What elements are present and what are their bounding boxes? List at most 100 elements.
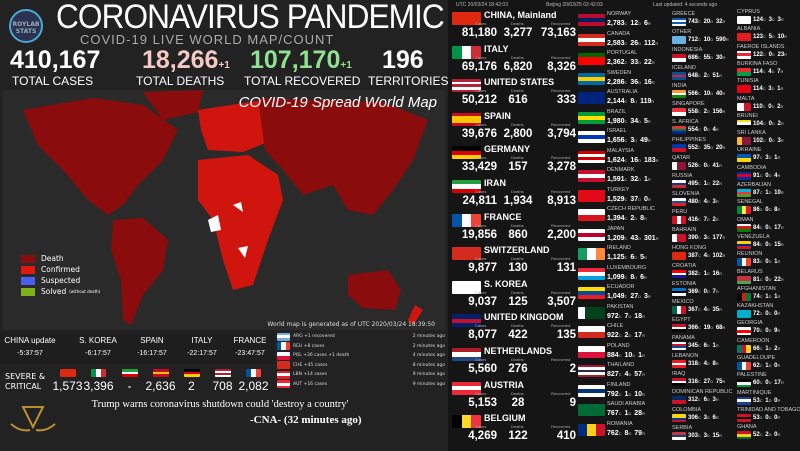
value-c: 369 <box>688 289 699 295</box>
col-label: Cases <box>475 88 487 94</box>
unit-r: R <box>777 155 781 161</box>
unit-d: D <box>768 207 772 213</box>
country-values: 53C 1D 0R <box>753 397 781 405</box>
unit-c: C <box>624 216 628 221</box>
unit-c: C <box>759 241 763 247</box>
country-values: 369C 0D 7R <box>688 288 720 296</box>
value-c: 114 <box>753 86 763 93</box>
country-name: MALAYSIA <box>607 147 635 154</box>
country-name: INDIA <box>672 83 687 89</box>
flag-icon <box>737 310 751 319</box>
country-values: 1,980C 34D 5R <box>607 118 652 126</box>
country-recovered: 73,163 <box>540 27 576 39</box>
flag-icon <box>737 16 751 24</box>
country-cases: 81,180 <box>461 27 497 39</box>
flag-icon <box>452 314 481 328</box>
country-card: CHINA, Mainland Cases Deaths Recovered 81,18… <box>451 10 576 43</box>
unit-r: R <box>780 190 784 195</box>
col-label: Recovered <box>551 88 571 94</box>
country-name: HONG KONG <box>672 245 707 251</box>
europe <box>198 100 273 152</box>
country-name: GREECE <box>672 11 696 17</box>
flag-icon <box>737 431 751 440</box>
unit-c: C <box>698 271 701 276</box>
value-r: 7 <box>777 68 781 75</box>
value-r: 1 <box>774 155 778 162</box>
value-c: 416 <box>688 217 699 223</box>
unit-r: R <box>642 313 645 319</box>
value-c: 2,362 <box>607 59 625 66</box>
country-recovered: 2,200 <box>547 228 576 241</box>
legend-label: Suspected <box>41 276 81 285</box>
unit-r: R <box>719 271 723 276</box>
value-c: 922 <box>607 332 619 339</box>
country-values: 648C 2D 51R <box>688 72 723 80</box>
value-d: 3 <box>768 86 772 93</box>
country-row: RUSSIA 495C 1D 22R <box>672 173 736 191</box>
flag-icon <box>737 50 751 59</box>
country-name: SERBIA <box>672 425 693 431</box>
value-c: 387 <box>688 253 699 259</box>
value-r: 177 <box>712 235 723 241</box>
value-r: 119 <box>640 98 652 105</box>
unit-c: C <box>759 328 763 334</box>
unit-d: D <box>634 138 638 143</box>
country-card: UNITED KINGDOM Cases Deaths Recovered 8,077 4… <box>451 312 576 345</box>
col-label: Deaths <box>511 88 524 94</box>
value-c: 104 <box>753 120 764 127</box>
country-values: 762C 8D 79R <box>607 430 646 438</box>
unit-r: R <box>715 343 719 348</box>
unit-c: C <box>624 79 628 85</box>
unit-c: C <box>624 235 628 241</box>
stat-label: TOTAL CASES <box>12 74 94 88</box>
left-panel: ROYLAB STATS CORONAVIRUS PANDEMIC COVID-1… <box>4 0 449 432</box>
flag-icon <box>578 306 605 319</box>
value-d: 4 <box>768 68 772 75</box>
unit-r: R <box>722 109 726 114</box>
unit-d: D <box>771 51 775 57</box>
country-row: DOMINICAN REPUBLIC 312C 6D 3R <box>672 389 736 407</box>
country-name: SRI LANKA <box>737 130 766 137</box>
flag-icon <box>737 292 751 301</box>
legend-item: Solved (without death) <box>21 287 100 296</box>
flag-icon <box>672 216 686 224</box>
country-row: SINGAPORE 558C 2D 156R <box>672 101 736 119</box>
country-values: 87C 1D 10R <box>753 189 785 197</box>
flag-icon <box>737 85 751 94</box>
value-c: 97 <box>753 155 760 162</box>
country-name: LUXEMBOURG <box>607 264 647 271</box>
country-name: AZERBAIJAN <box>737 182 771 188</box>
value-c: 972 <box>607 312 619 320</box>
country-name: ISRAEL <box>607 128 627 134</box>
value-c: 554 <box>688 127 699 133</box>
unit-d: D <box>706 253 710 258</box>
country-values: 367C 4D 35R <box>688 306 723 314</box>
country-values: 1,529C 37D 0R <box>607 196 652 204</box>
flag-icon <box>737 102 751 111</box>
unit-r: R <box>644 255 647 260</box>
country-recovered: 8,326 <box>547 60 576 73</box>
value-d: 0 <box>703 127 707 133</box>
country-deaths: 6,820 <box>503 60 533 73</box>
value-d: 6 <box>703 397 707 403</box>
country-recovered: 333 <box>556 94 576 107</box>
flag-icon <box>737 258 751 267</box>
country-values: 827C 4D 57R <box>607 371 646 379</box>
country-card: SWITZERLAND Cases Deaths Recovered 9,877 130 1… <box>451 245 576 278</box>
flag-icon <box>672 270 686 278</box>
col-label: Cases <box>475 256 487 262</box>
unit-c: C <box>624 21 628 26</box>
unit-r: R <box>722 235 726 240</box>
value-c: 480 <box>688 199 699 205</box>
value-c: 83 <box>753 259 760 266</box>
unit-d: D <box>634 99 638 104</box>
flag-icon <box>737 33 751 42</box>
unit-r: R <box>647 21 651 26</box>
country-row: CAMEROON 66C 1D 2R <box>737 338 800 355</box>
country-deaths: 422 <box>508 329 528 342</box>
update-country: ITALY <box>191 336 213 345</box>
col-label: Deaths <box>511 121 524 127</box>
severe-value: 2,636 <box>145 379 176 393</box>
update-item: S. KOREA -6:17:57 <box>76 336 120 358</box>
value-c: 1,591 <box>607 176 625 183</box>
